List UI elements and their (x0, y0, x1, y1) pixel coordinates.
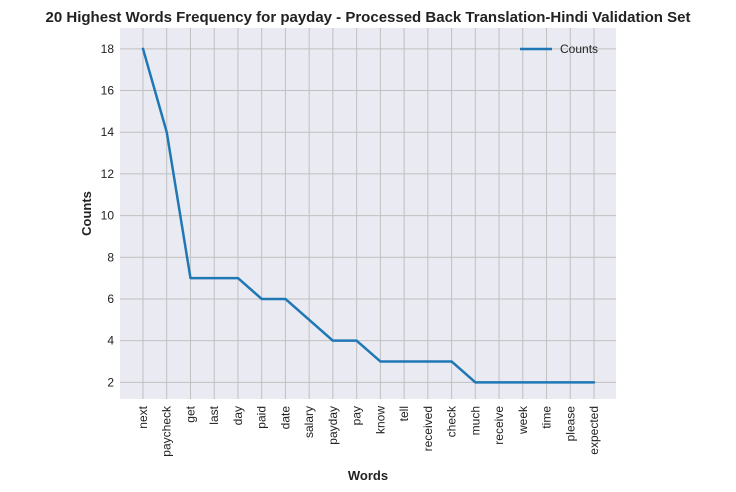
x-tick-label: next (136, 405, 150, 428)
x-axis: next paycheck get last day paid date salary payd… (136, 405, 601, 457)
legend: Counts (520, 42, 598, 56)
x-tick-label: much (468, 406, 482, 435)
x-tick-label: date (278, 406, 292, 430)
x-tick-label: receive (492, 406, 506, 445)
x-tick-label: tell (397, 406, 411, 421)
series-line (141, 47, 596, 384)
y-tick-label: 16 (101, 84, 115, 98)
y-tick-label: 12 (101, 167, 115, 181)
plot-area (120, 28, 616, 399)
y-tick-label: 6 (107, 292, 114, 306)
y-axis-label: Counts (79, 191, 94, 236)
y-tick-label: 10 (101, 209, 115, 223)
x-tick-label: salary (302, 406, 316, 438)
y-tick-label: 4 (107, 334, 114, 348)
x-tick-label: pay (350, 406, 364, 425)
x-tick-label: check (445, 405, 459, 437)
x-axis-label: Words (348, 468, 388, 483)
y-tick-label: 18 (101, 42, 115, 56)
x-tick-label: received (421, 406, 435, 451)
grid (120, 28, 616, 399)
x-tick-label: payday (326, 406, 340, 445)
y-tick-label: 2 (107, 375, 114, 389)
x-tick-label: paycheck (160, 405, 174, 457)
x-tick-label: time (540, 406, 554, 429)
x-tick-label: get (183, 405, 197, 422)
x-tick-label: week (516, 405, 530, 435)
y-axis: 2 4 6 8 10 12 14 16 18 (101, 42, 115, 389)
x-tick-label: day (231, 406, 245, 425)
series (141, 47, 596, 384)
y-tick-label: 14 (101, 125, 115, 139)
legend-label: Counts (560, 42, 598, 56)
x-tick-label: last (207, 405, 221, 424)
x-tick-label: know (373, 406, 387, 434)
x-tick-label: expected (587, 406, 601, 455)
y-tick-label: 8 (107, 250, 114, 264)
x-tick-label: paid (255, 406, 269, 429)
x-tick-label: please (563, 406, 577, 442)
chart-title: 20 Highest Words Frequency for payday - … (46, 9, 691, 26)
